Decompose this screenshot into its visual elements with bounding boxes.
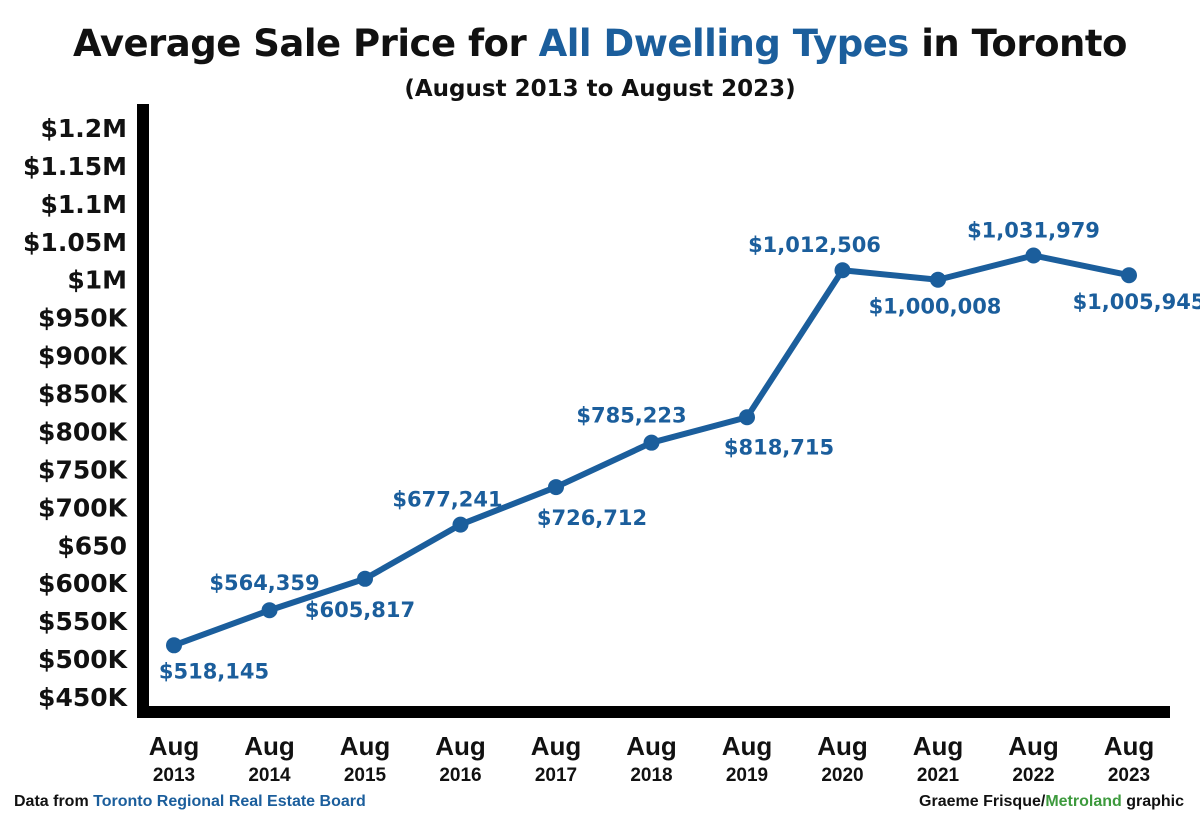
y-tick-label: $700K (38, 493, 129, 522)
title-post: in Toronto (908, 22, 1127, 65)
data-point (1121, 267, 1137, 284)
data-label: $518,145 (159, 659, 269, 683)
credit-suffix: graphic (1121, 793, 1184, 810)
y-tick-label: $900K (38, 342, 129, 371)
source-note: Data from Toronto Regional Real Estate B… (14, 793, 366, 811)
x-tick-year: 2021 (917, 765, 960, 786)
x-tick-month: Aug (435, 731, 486, 761)
x-tick-month: Aug (626, 731, 677, 761)
data-point (739, 409, 755, 426)
x-tick-year: 2017 (535, 765, 577, 786)
data-label: $677,241 (392, 488, 502, 512)
x-tick-month: Aug (913, 731, 964, 761)
data-point (261, 602, 278, 619)
x-tick-year: 2020 (821, 765, 863, 786)
data-point (834, 262, 851, 279)
data-label: $818,715 (724, 435, 834, 459)
credit-note: Graeme Frisque/Metroland graphic (919, 793, 1184, 811)
x-tick-month: Aug (149, 731, 200, 761)
chart-title: Average Sale Price for All Dwelling Type… (0, 22, 1200, 65)
x-tick-year: 2013 (153, 765, 195, 786)
y-tick-label: $1.2M (40, 114, 127, 143)
data-point (452, 516, 469, 533)
data-label: $1,012,506 (748, 233, 881, 257)
x-tick-month: Aug (1008, 731, 1059, 761)
title-highlight: All Dwelling Types (538, 22, 910, 65)
y-tick-label: $750K (38, 455, 129, 484)
y-tick-label: $450K (38, 683, 129, 712)
x-tick-month: Aug (531, 731, 582, 761)
credit-author: Graeme Frisque/ (919, 793, 1046, 810)
data-point (548, 479, 564, 496)
x-tick-year: 2015 (344, 765, 387, 786)
x-tick-month: Aug (722, 731, 773, 761)
data-point (643, 434, 660, 451)
y-tick-label: $500K (38, 645, 129, 674)
y-tick-label: $650 (57, 531, 127, 560)
data-label: $605,817 (305, 598, 415, 622)
x-tick-month: Aug (244, 731, 295, 761)
data-label: $785,223 (576, 404, 686, 428)
x-tick-year: 2019 (726, 765, 768, 786)
x-tick-month: Aug (340, 731, 391, 761)
y-tick-label: $1.15M (23, 152, 127, 181)
y-tick-label: $800K (38, 417, 129, 446)
y-tick-label: $1.05M (23, 228, 127, 257)
x-tick-year: 2023 (1108, 765, 1150, 786)
x-tick-month: Aug (817, 731, 868, 761)
data-point (1025, 247, 1042, 264)
y-tick-label: $1.1M (40, 190, 127, 219)
x-tick-month: Aug (1104, 731, 1155, 761)
y-tick-label: $950K (38, 304, 129, 333)
data-label: $1,005,945 (1073, 290, 1200, 314)
title-pre: Average Sale Price for (73, 22, 539, 65)
data-label: $564,359 (209, 571, 319, 595)
x-tick-year: 2014 (248, 765, 291, 786)
x-tick-year: 2018 (630, 765, 672, 786)
data-label: $726,712 (537, 506, 647, 530)
source-name: Toronto Regional Real Estate Board (93, 793, 366, 810)
y-tick-label: $600K (38, 569, 129, 598)
x-tick-year: 2022 (1012, 765, 1054, 786)
x-tick-year: 2016 (439, 765, 481, 786)
y-axis-line (137, 104, 149, 718)
y-tick-label: $550K (38, 607, 129, 636)
y-tick-label: $1M (67, 266, 127, 295)
y-tick-label: $850K (38, 380, 129, 409)
x-axis-line (137, 706, 1170, 718)
data-point (166, 637, 182, 654)
data-label: $1,000,008 (869, 295, 1002, 319)
data-point (930, 271, 946, 288)
chart-subtitle: (August 2013 to August 2023) (404, 76, 796, 102)
data-point (357, 570, 373, 587)
source-prefix: Data from (14, 793, 94, 810)
credit-org: Metroland (1045, 793, 1122, 810)
data-label: $1,031,979 (967, 218, 1100, 242)
